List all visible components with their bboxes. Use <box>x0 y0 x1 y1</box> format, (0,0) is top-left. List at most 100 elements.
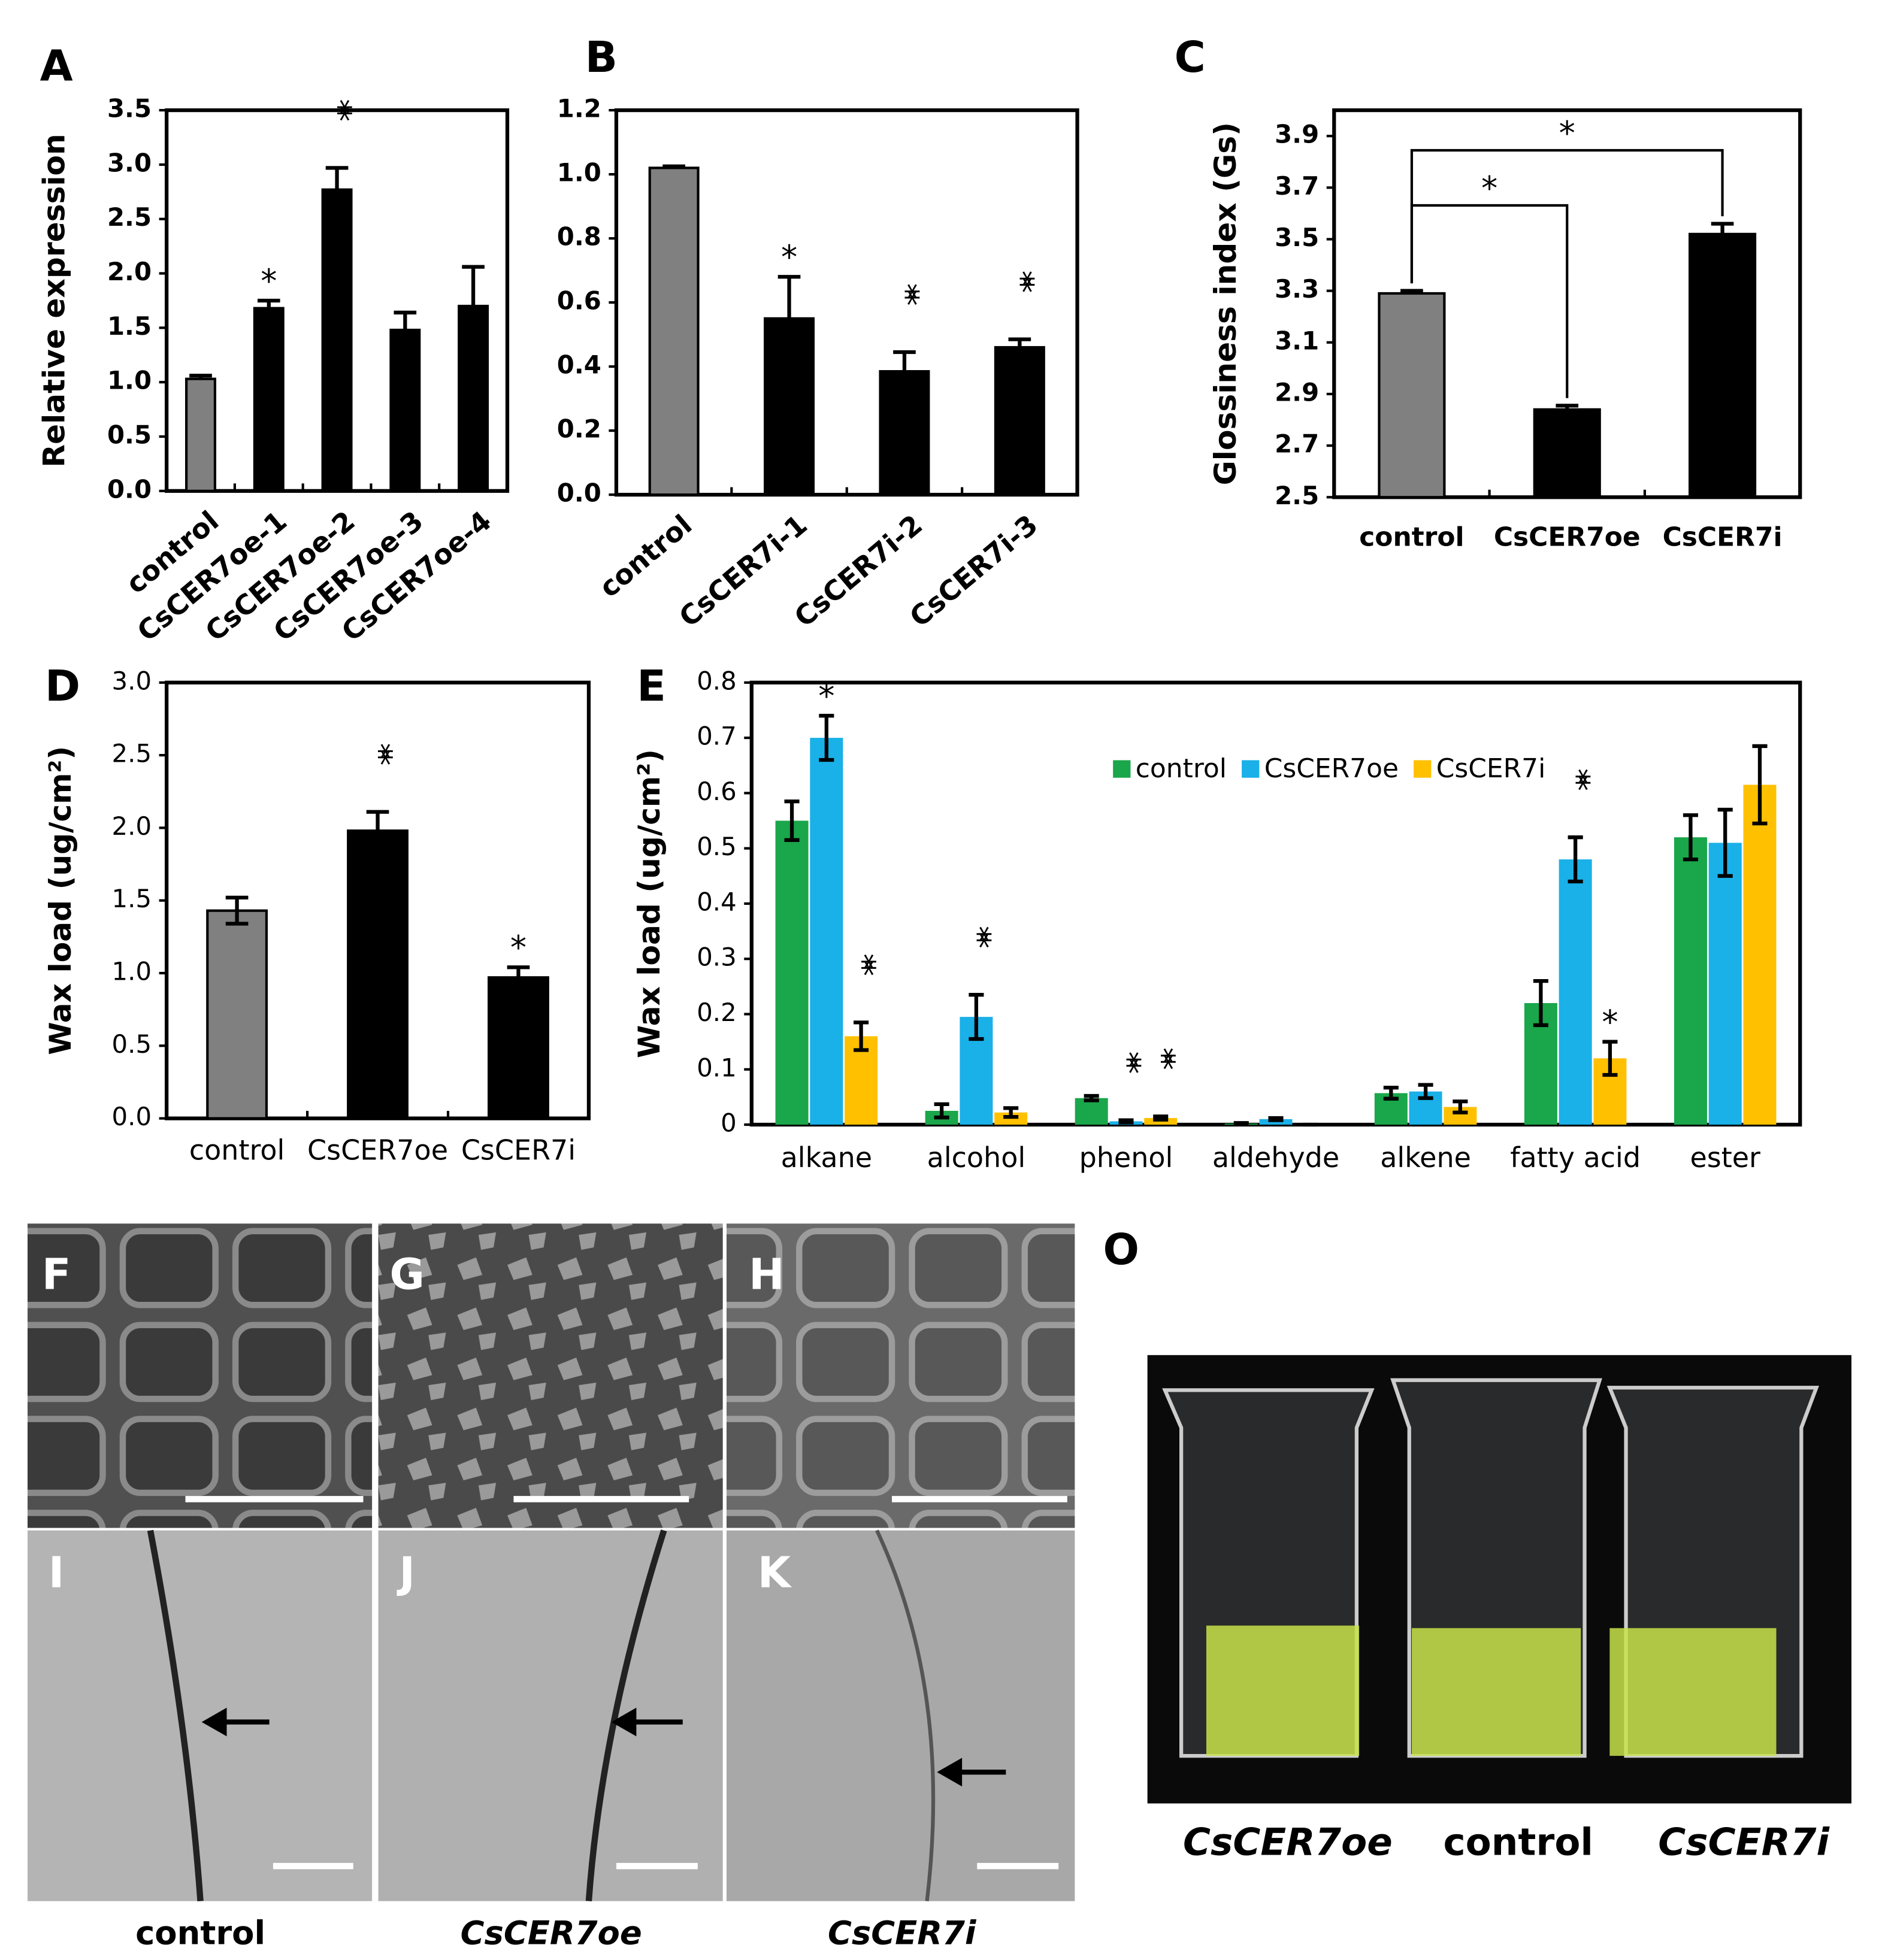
significance: * <box>818 677 834 715</box>
bar <box>206 909 268 1120</box>
error-bar <box>1568 835 1583 884</box>
significance: ** <box>844 953 882 975</box>
x-tick-label: control <box>1359 522 1464 552</box>
y-tick-label: 3.9 <box>1275 120 1319 149</box>
y-tick-label: 0.5 <box>112 1029 152 1059</box>
y-tick-label: 3.3 <box>1275 274 1319 304</box>
error-bar <box>1118 1118 1134 1125</box>
y-tick-label: 0.4 <box>697 887 737 916</box>
bar <box>253 307 285 492</box>
error-bar <box>1003 1106 1019 1119</box>
y-axis-label: Relative expression <box>37 134 72 467</box>
y-tick-label: 0.8 <box>557 222 601 252</box>
y-tick-label: 2.5 <box>107 202 152 232</box>
x-tick-label: CsCER7i-1 <box>673 508 813 634</box>
error-bar <box>893 350 916 372</box>
bar <box>347 829 409 1120</box>
error-bar <box>189 374 212 379</box>
x-tick-label: CsCER7i-3 <box>903 508 1043 634</box>
y-tick-label: 0.3 <box>697 943 737 972</box>
image-caption: CsCER7oe <box>461 1914 642 1952</box>
bar <box>648 166 700 496</box>
significance: * <box>261 262 277 300</box>
y-tick-label: 0.2 <box>697 998 737 1027</box>
y-tick-label: 3.1 <box>1275 326 1319 355</box>
bar <box>389 328 421 492</box>
y-tick-label: 0.7 <box>697 722 737 751</box>
legend-label: CsCER7oe <box>1264 753 1399 784</box>
y-tick-label: 2.5 <box>112 739 152 768</box>
y-tick-label: 0 <box>721 1108 737 1138</box>
significance: ** <box>320 99 358 120</box>
error-bar <box>325 166 349 190</box>
y-tick-label: 2.5 <box>1275 481 1319 510</box>
y-tick-label: 1.0 <box>107 366 152 395</box>
error-bar <box>1383 1086 1399 1101</box>
x-tick-label: alkane <box>781 1141 872 1174</box>
image-caption: CsCER7i <box>828 1914 977 1952</box>
panel-label: J <box>397 1547 414 1597</box>
y-tick-label: 2.0 <box>112 811 152 841</box>
panel-label: F <box>42 1250 71 1299</box>
panel-label: I <box>49 1547 64 1597</box>
significance-bracket <box>1410 149 1724 284</box>
significance: * <box>1559 114 1575 152</box>
y-tick-label: 0.4 <box>557 350 601 380</box>
y-tick-label: 0.8 <box>697 666 737 695</box>
bar <box>879 370 930 496</box>
x-tick-label: CsCER7i <box>1663 522 1783 552</box>
error-bar <box>366 810 389 852</box>
x-tick-label: CsCER7i-2 <box>788 508 928 634</box>
significance: * <box>1602 1003 1618 1041</box>
x-tick-label: phenol <box>1079 1141 1173 1174</box>
y-tick-label: 3.7 <box>1275 171 1319 201</box>
bar <box>1378 292 1446 499</box>
image-caption: CsCER7oe <box>1183 1820 1393 1864</box>
image-caption: control <box>1443 1820 1593 1864</box>
y-tick-label: 3.0 <box>112 666 152 695</box>
error-bar <box>1683 813 1698 862</box>
y-tick-label: 0.0 <box>107 474 152 504</box>
y-tick-label: 3.5 <box>1275 223 1319 252</box>
y-tick-label: 3.0 <box>107 148 152 177</box>
bar <box>1674 837 1707 1125</box>
legend-label: control <box>1136 753 1227 784</box>
y-tick-label: 0.6 <box>697 777 737 806</box>
panel-label: C <box>1175 32 1206 82</box>
error-bar <box>1233 1121 1249 1126</box>
significance: ** <box>1559 768 1596 790</box>
y-tick-label: 0.5 <box>697 832 737 861</box>
y-tick-label: 3.5 <box>107 94 152 123</box>
y-tick-label: 2.9 <box>1275 377 1319 407</box>
bar <box>1559 859 1592 1125</box>
bar <box>1533 408 1601 499</box>
sem-image <box>378 1223 723 1528</box>
error-bar <box>394 310 417 330</box>
panel-label: B <box>585 32 618 82</box>
significance: ** <box>1144 1047 1182 1069</box>
bar <box>1708 843 1742 1125</box>
error-bar <box>969 993 984 1041</box>
error-bar <box>1418 1083 1433 1100</box>
bar <box>1075 1098 1108 1125</box>
bar <box>810 738 843 1125</box>
y-tick-label: 0.0 <box>557 478 601 508</box>
y-axis-label: Wax load (ug/cm²) <box>631 749 667 1058</box>
x-tick-label: CsCER7oe <box>1494 522 1641 552</box>
error-bar <box>1556 404 1579 410</box>
significance: * <box>1481 169 1497 207</box>
error-bar <box>1400 289 1423 293</box>
bar <box>458 304 489 492</box>
x-tick-label: aldehyde <box>1212 1141 1339 1174</box>
y-tick-label: 0.6 <box>557 286 601 316</box>
error-bar <box>1602 1040 1618 1077</box>
bar <box>321 188 353 492</box>
panel-label: D <box>45 661 80 711</box>
error-bar <box>1717 807 1733 878</box>
panel-label: O <box>1103 1225 1139 1274</box>
error-bar <box>819 714 834 762</box>
bar <box>1743 784 1777 1125</box>
error-bar <box>1084 1093 1099 1102</box>
bar <box>185 377 217 492</box>
